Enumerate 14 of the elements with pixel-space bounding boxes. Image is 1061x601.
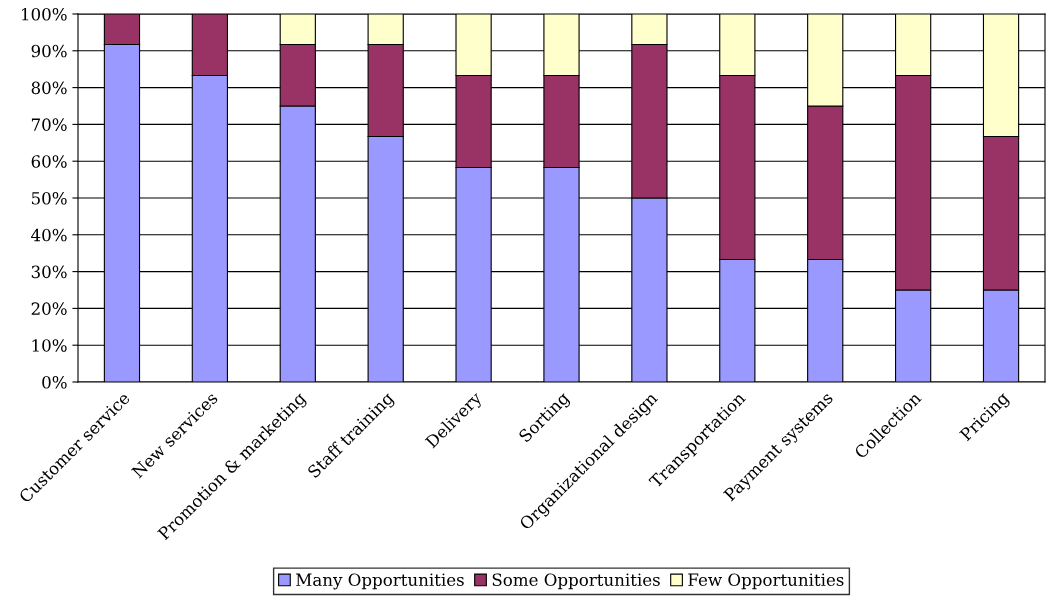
y-tick-label: 40% bbox=[31, 228, 67, 242]
y-tick-label: 20% bbox=[31, 302, 67, 315]
y-tick-label: 100% bbox=[21, 7, 67, 21]
y-tick-label: 10% bbox=[32, 339, 67, 352]
y-tick-label: 70% bbox=[31, 118, 67, 131]
legend-label: Many Opportunities bbox=[296, 573, 464, 590]
y-tick-label: 0% bbox=[42, 375, 67, 389]
y-tick-label: 80% bbox=[31, 81, 67, 95]
y-tick-label: 90% bbox=[31, 44, 67, 58]
legend-label: Some Opportunities bbox=[492, 573, 660, 590]
y-tick-label: 30% bbox=[31, 265, 67, 279]
y-tick-label: 60% bbox=[31, 155, 67, 168]
y-tick-label: 50% bbox=[31, 191, 67, 205]
legend-label: Few Opportunities bbox=[688, 573, 844, 590]
